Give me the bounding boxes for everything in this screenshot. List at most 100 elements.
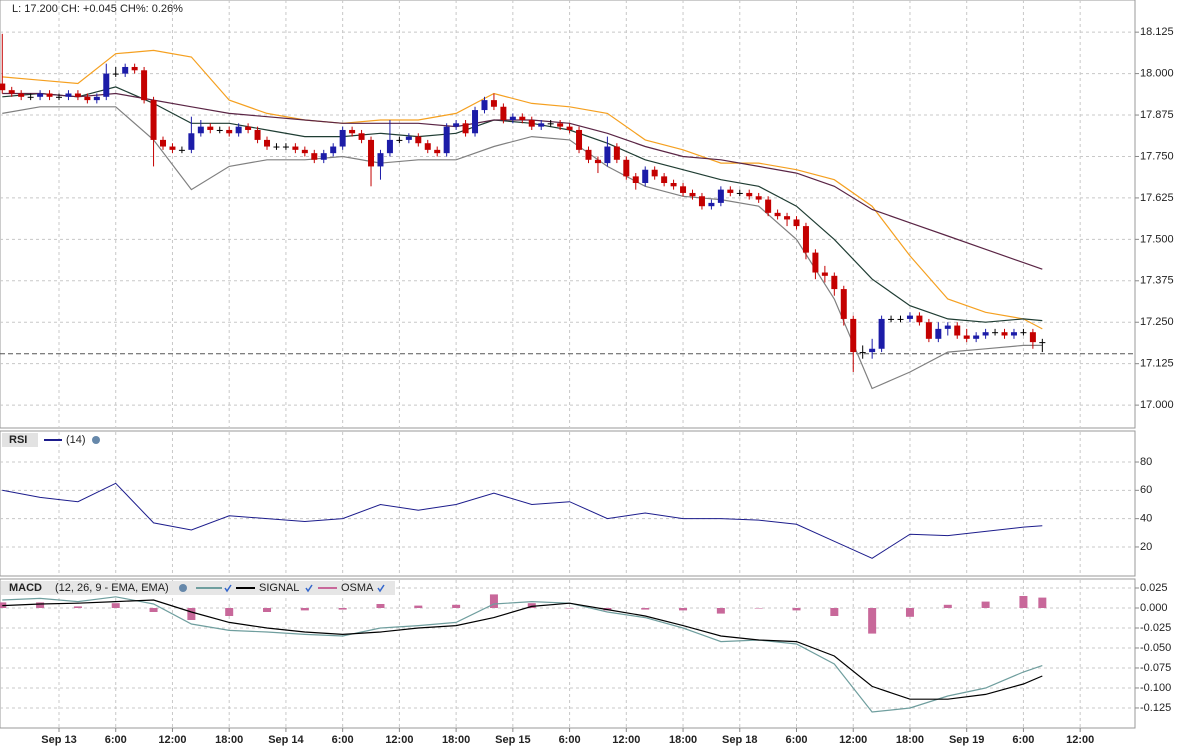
settings-icon[interactable] bbox=[92, 436, 100, 444]
candle-body bbox=[197, 126, 204, 134]
candle-body bbox=[122, 66, 129, 74]
candle-body bbox=[585, 149, 592, 160]
candle-body bbox=[576, 129, 583, 150]
candle-body bbox=[46, 93, 53, 97]
y-tick-label: 17.250 bbox=[1140, 316, 1174, 328]
osma-bar bbox=[36, 602, 45, 608]
osma-bar bbox=[489, 594, 498, 608]
y-tick-label: 17.375 bbox=[1140, 275, 1174, 287]
candle-body bbox=[358, 133, 365, 140]
candle-body bbox=[973, 335, 980, 339]
osma-bar bbox=[527, 603, 536, 608]
candle-body bbox=[1039, 342, 1046, 344]
rsi-params: (14) bbox=[66, 434, 86, 446]
candle-body bbox=[84, 96, 91, 101]
macd-legend: MACD (12, 26, 9 - EMA, EMA) SIGNAL OSMA bbox=[1, 581, 395, 595]
y-tick-label: 0.000 bbox=[1140, 602, 1168, 614]
candle-body bbox=[528, 120, 535, 127]
candle-body bbox=[916, 315, 923, 323]
candle-body bbox=[56, 96, 63, 98]
x-tick-label: 18:00 bbox=[442, 734, 470, 746]
candle-body bbox=[906, 315, 913, 319]
y-tick-label: -0.100 bbox=[1140, 682, 1171, 694]
candle-body bbox=[954, 325, 961, 336]
candle-body bbox=[443, 126, 450, 154]
osma-bar bbox=[187, 607, 196, 620]
candle-body bbox=[264, 139, 271, 147]
candle-body bbox=[131, 66, 138, 71]
overlay-line bbox=[2, 106, 1043, 390]
osma-bar bbox=[1019, 595, 1028, 608]
macd-label: MACD bbox=[9, 582, 42, 594]
y-tick-label: 18.000 bbox=[1140, 68, 1174, 80]
candle-body bbox=[1029, 332, 1036, 343]
price-panel bbox=[0, 0, 1136, 429]
y-tick-label: -0.125 bbox=[1140, 702, 1171, 714]
y-tick-label: 60 bbox=[1140, 484, 1152, 496]
check-icon[interactable] bbox=[305, 584, 313, 593]
candle-body bbox=[698, 196, 705, 207]
candle-body bbox=[65, 93, 72, 97]
osma-bar bbox=[225, 607, 234, 616]
candle-body bbox=[292, 146, 299, 150]
candle-body bbox=[368, 139, 375, 167]
x-tick-label: Sep 19 bbox=[949, 734, 984, 746]
candle-body bbox=[963, 335, 970, 339]
candle-body bbox=[566, 126, 573, 130]
candle-body bbox=[1010, 332, 1017, 336]
candle-body bbox=[74, 93, 81, 97]
candle-body bbox=[330, 146, 337, 154]
x-tick-label: 12:00 bbox=[1066, 734, 1094, 746]
candle-body bbox=[415, 136, 422, 144]
osma-bar bbox=[868, 607, 877, 634]
osma-bar bbox=[905, 607, 914, 617]
candle-body bbox=[519, 116, 526, 121]
candle-body bbox=[216, 129, 223, 131]
check-icon[interactable] bbox=[224, 584, 232, 593]
candle-body bbox=[557, 123, 564, 127]
osma-bar bbox=[452, 604, 461, 608]
settings-icon[interactable] bbox=[179, 584, 187, 592]
macd-panel bbox=[0, 578, 1136, 729]
x-tick-label: Sep 18 bbox=[722, 734, 757, 746]
x-tick-label: 6:00 bbox=[105, 734, 127, 746]
candle-body bbox=[349, 129, 356, 134]
x-tick-label: 12:00 bbox=[839, 734, 867, 746]
legend-label: SIGNAL bbox=[259, 582, 299, 594]
candle-body bbox=[992, 332, 999, 334]
osma-bar bbox=[981, 601, 990, 608]
candle-body bbox=[178, 149, 185, 151]
candle-body bbox=[509, 116, 516, 121]
macd-line bbox=[2, 596, 1043, 713]
candle-body bbox=[547, 123, 554, 125]
candle-body bbox=[207, 126, 214, 130]
candle-body bbox=[944, 325, 951, 329]
x-tick-label: 12:00 bbox=[385, 734, 413, 746]
candle-body bbox=[141, 70, 148, 101]
x-tick-label: 18:00 bbox=[669, 734, 697, 746]
y-tick-label: 20 bbox=[1140, 541, 1152, 553]
x-tick-label: Sep 14 bbox=[268, 734, 304, 746]
candle-body bbox=[888, 318, 895, 320]
osma-bar bbox=[149, 607, 158, 612]
osma-bar bbox=[641, 607, 650, 610]
y-tick-label: -0.025 bbox=[1140, 622, 1171, 634]
check-icon[interactable] bbox=[377, 584, 385, 593]
candle-body bbox=[613, 146, 620, 160]
y-tick-label: 17.500 bbox=[1140, 233, 1174, 245]
candle-body bbox=[160, 139, 167, 147]
candle-body bbox=[812, 252, 819, 273]
candle-body bbox=[840, 289, 847, 319]
candle-body bbox=[727, 189, 734, 193]
x-tick-label: 12:00 bbox=[612, 734, 640, 746]
candle-body bbox=[112, 73, 119, 75]
candle-body bbox=[37, 93, 44, 97]
x-tick-label: 6:00 bbox=[332, 734, 354, 746]
candle-body bbox=[642, 169, 649, 183]
candle-body bbox=[869, 348, 876, 353]
x-tick-label: 6:00 bbox=[559, 734, 581, 746]
osma-bar bbox=[414, 605, 423, 608]
candle-body bbox=[188, 133, 195, 150]
